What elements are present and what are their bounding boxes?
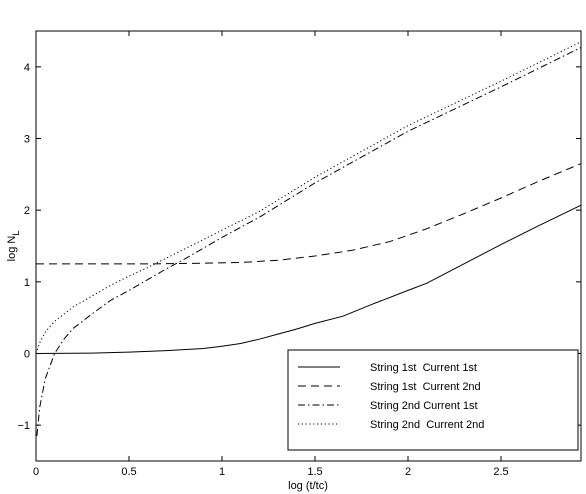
x-tick-label: 2: [405, 466, 411, 478]
x-axis-ticks: 0 0.5 1 1.5 2 2.5: [33, 31, 509, 478]
y-tick-label: 0: [24, 349, 30, 361]
series-line-4: [35, 41, 582, 354]
series-line-3: [36, 47, 582, 436]
series-line-1: [35, 204, 582, 354]
legend-entries: String 1st Current 1st String 1st Current…: [298, 362, 484, 431]
legend-label: String 2nd Current 2nd: [370, 419, 484, 431]
x-axis-label: log (t/tc): [288, 480, 328, 492]
x-tick-label: 1: [219, 466, 225, 478]
series-line-2: [36, 163, 582, 265]
series-lines: [35, 41, 582, 436]
x-tick-label: 0: [33, 466, 39, 478]
legend: String 1st Current 1st String 1st Current…: [287, 349, 579, 451]
y-axis-ticks: −1 0 1 2 3 4: [17, 62, 581, 432]
legend-label: String 2nd Current 1st: [370, 400, 478, 412]
y-tick-label: −1: [17, 420, 30, 432]
y-tick-label: 2: [24, 205, 30, 217]
legend-label: String 1st Current 1st: [370, 362, 477, 374]
y-axis-label: log NL: [6, 231, 21, 262]
legend-label: String 1st Current 2nd: [370, 381, 481, 393]
x-tick-label: 1.5: [307, 466, 322, 478]
x-tick-label: 0.5: [121, 466, 136, 478]
y-tick-label: 1: [24, 277, 30, 289]
y-tick-label: 4: [24, 62, 30, 74]
x-tick-label: 2.5: [493, 466, 508, 478]
y-axis-label-subscript: L: [11, 231, 21, 236]
y-tick-label: 3: [24, 134, 30, 146]
y-axis-label-main: log N: [6, 236, 18, 262]
